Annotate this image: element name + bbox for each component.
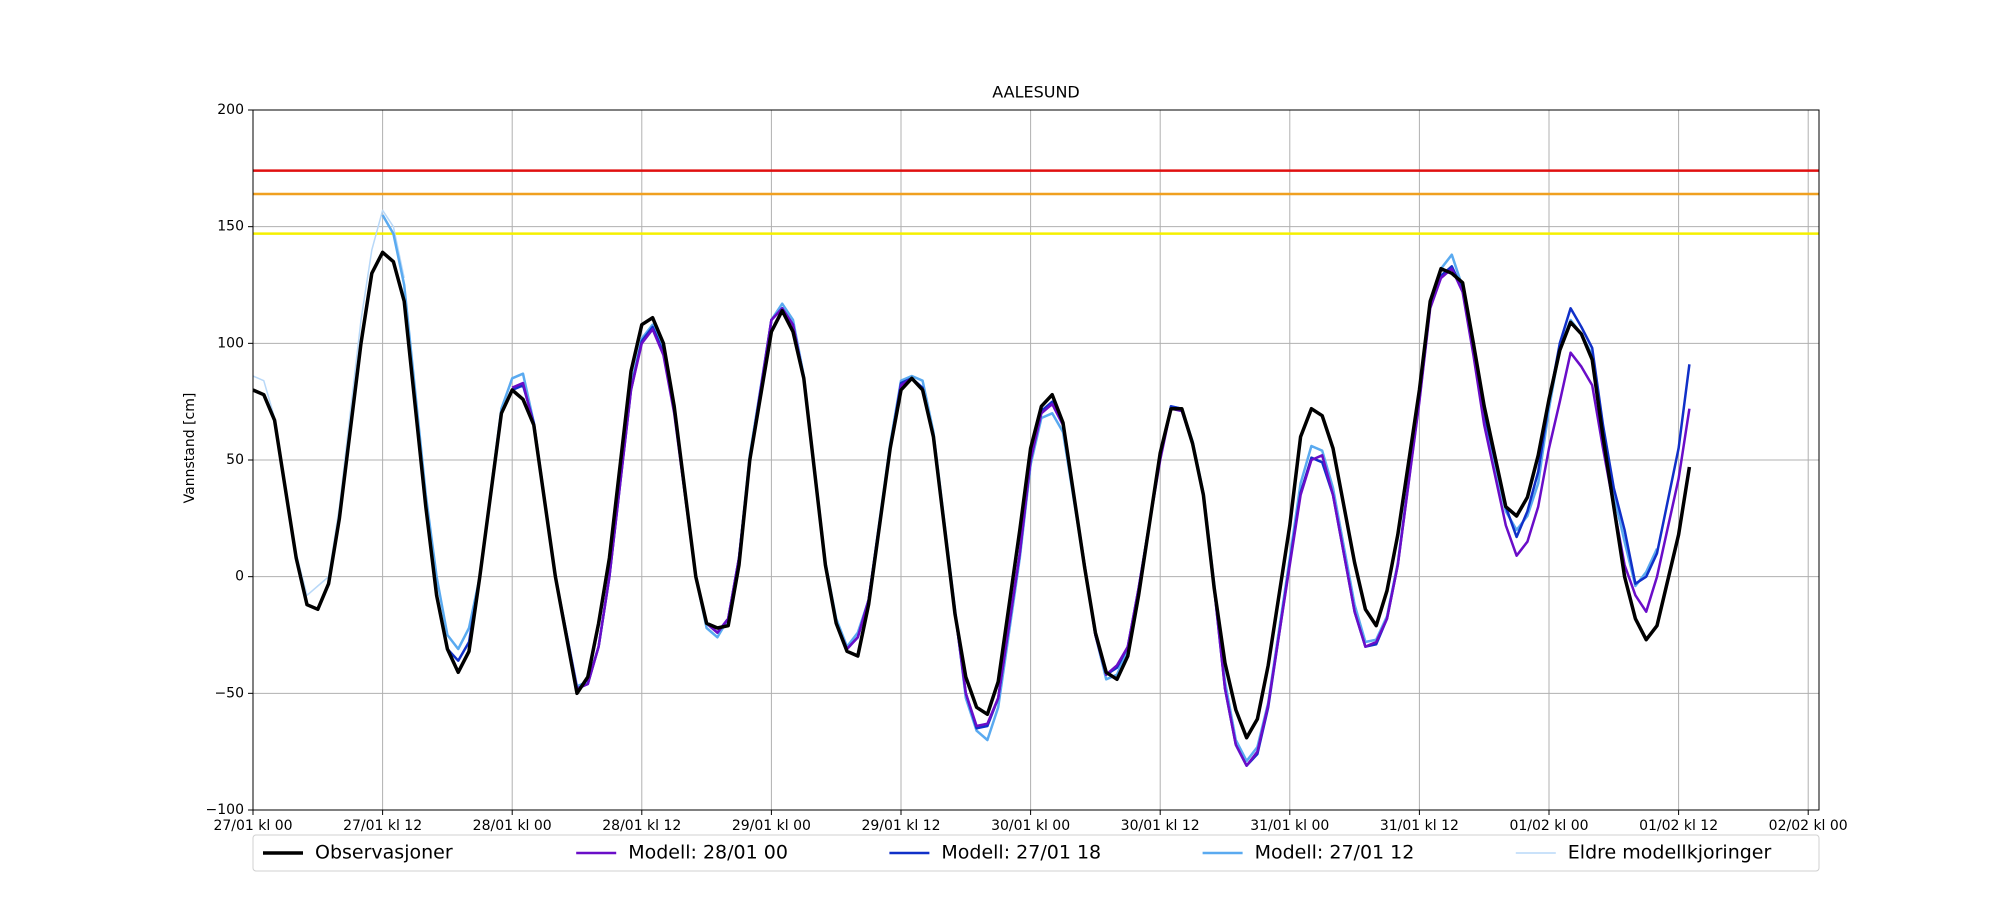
- x-tick-label: 31/01 kl 12: [1380, 818, 1459, 834]
- x-tick-label: 27/01 kl 00: [213, 818, 292, 834]
- x-tick-label: 01/02 kl 00: [1509, 818, 1588, 834]
- plot-frame: [252, 109, 1820, 811]
- legend-label: Modell: 28/01 00: [628, 842, 788, 864]
- x-tick-label: 28/01 kl 00: [473, 818, 552, 834]
- x-tick-label: 31/01 kl 00: [1250, 818, 1329, 834]
- legend-label: Observasjoner: [315, 842, 453, 864]
- legend-label: Eldre modellkjoringer: [1568, 842, 1772, 864]
- y-tick-label: 50: [226, 452, 244, 468]
- y-tick-label: −50: [214, 685, 244, 701]
- x-tick-label: 29/01 kl 00: [732, 818, 811, 834]
- x-tick-label: 02/02 kl 00: [1769, 818, 1848, 834]
- legend-label: Modell: 27/01 18: [941, 842, 1101, 864]
- chart-title: AALESUND: [992, 83, 1080, 102]
- x-tick-label: 27/01 kl 12: [343, 818, 422, 834]
- y-axis-label: Vannstand [cm]: [182, 393, 198, 504]
- legend-label: Modell: 27/01 12: [1255, 842, 1415, 864]
- y-tick-label: 100: [217, 335, 244, 351]
- x-tick-label: 30/01 kl 00: [991, 818, 1070, 834]
- y-tick-label: 200: [217, 102, 244, 118]
- series-line: [252, 250, 1692, 740]
- x-tick-label: 01/02 kl 12: [1639, 818, 1718, 834]
- y-tick-label: 150: [217, 219, 244, 235]
- legend-box: [252, 834, 1820, 872]
- y-tick-label: 0: [235, 569, 244, 585]
- y-tick-label: −100: [206, 802, 244, 818]
- series-line: [252, 209, 405, 597]
- x-tick-label: 30/01 kl 12: [1121, 818, 1200, 834]
- x-tick-label: 29/01 kl 12: [861, 818, 940, 834]
- x-tick-label: 28/01 kl 12: [602, 818, 681, 834]
